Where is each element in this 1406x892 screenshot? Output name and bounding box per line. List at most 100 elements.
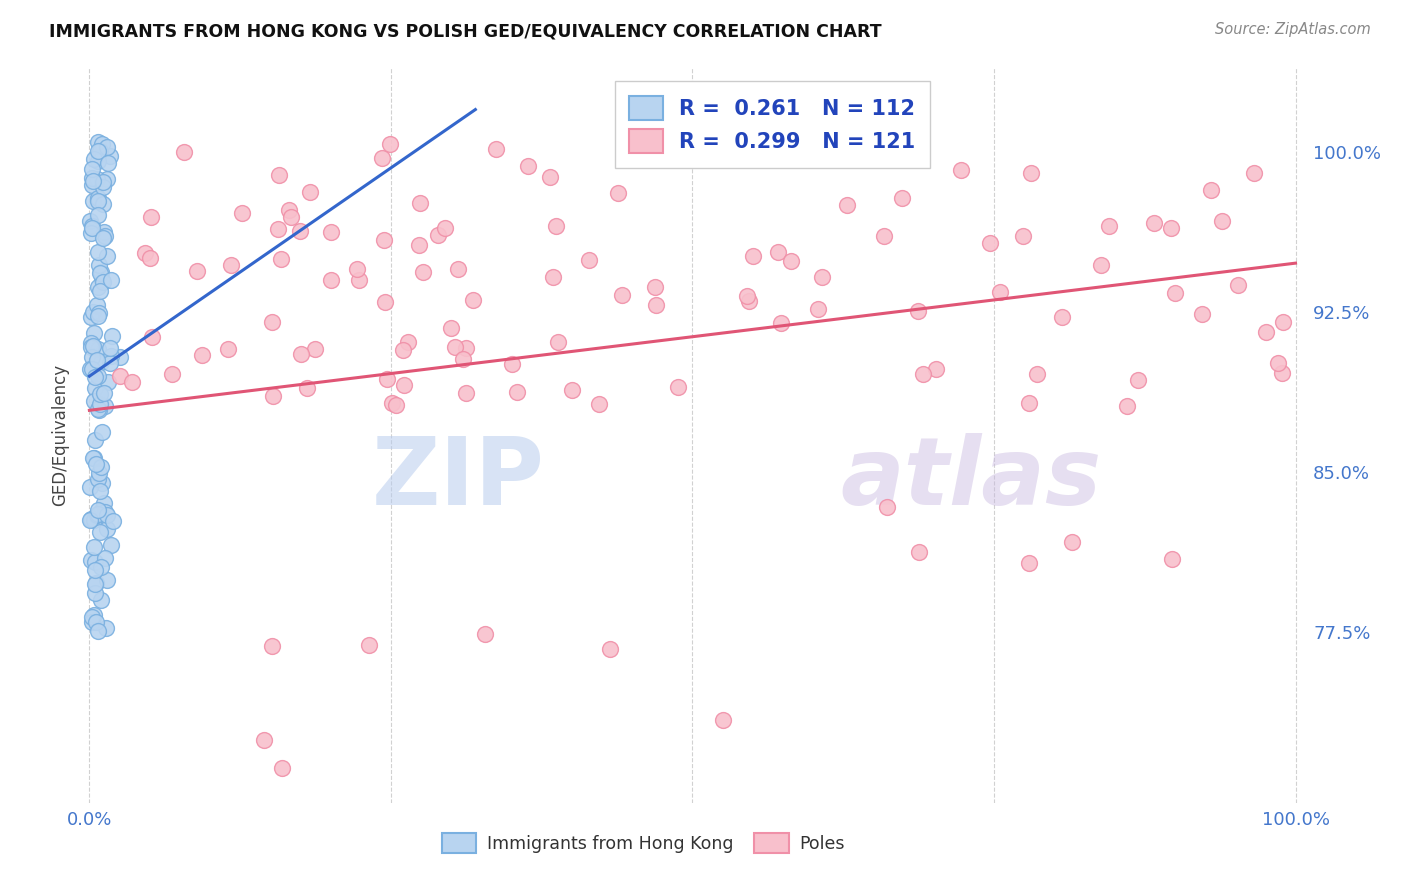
- Point: [1018, 556, 1040, 570]
- Point: [94, 505, 117, 519]
- Point: [93, 496, 115, 510]
- Point: [97, 376, 120, 390]
- Point: [90, 593, 112, 607]
- Point: [87, 280, 110, 294]
- Point: [1271, 367, 1294, 381]
- Point: [440, 321, 463, 335]
- Point: [83, 513, 105, 527]
- Point: [160, 368, 183, 382]
- Point: [766, 245, 789, 260]
- Point: [87, 507, 110, 521]
- Text: atlas: atlas: [841, 433, 1101, 525]
- Point: [385, 398, 408, 412]
- Point: [271, 761, 294, 775]
- Point: [134, 245, 156, 260]
- Point: [1116, 400, 1139, 414]
- Point: [711, 713, 734, 727]
- Point: [90, 355, 112, 369]
- Point: [80, 219, 103, 233]
- Point: [288, 224, 311, 238]
- Point: [84, 615, 107, 629]
- Point: [94, 550, 117, 565]
- Point: [1060, 535, 1083, 549]
- Point: [89, 402, 111, 417]
- Point: [186, 264, 208, 278]
- Point: [546, 219, 568, 234]
- Point: [82, 610, 104, 624]
- Point: [1018, 395, 1040, 409]
- Point: [82, 174, 104, 188]
- Point: [84, 555, 107, 569]
- Point: [79, 513, 101, 527]
- Point: [90, 560, 112, 574]
- Point: [599, 642, 621, 657]
- Point: [837, 142, 859, 156]
- Point: [86, 298, 108, 312]
- Point: [644, 280, 666, 294]
- Point: [82, 339, 104, 353]
- Point: [80, 170, 103, 185]
- Point: [990, 285, 1012, 299]
- Point: [835, 197, 858, 211]
- Point: [87, 245, 110, 260]
- Point: [1191, 307, 1213, 321]
- Point: [267, 168, 290, 182]
- Point: [94, 399, 117, 413]
- Point: [735, 289, 758, 303]
- Point: [370, 151, 392, 165]
- Point: [100, 349, 122, 363]
- Point: [270, 252, 292, 266]
- Point: [86, 352, 108, 367]
- Point: [1050, 310, 1073, 324]
- Point: [83, 381, 105, 395]
- Point: [86, 508, 108, 522]
- Point: [87, 258, 110, 272]
- Point: [319, 225, 342, 239]
- Point: [253, 733, 276, 747]
- Point: [260, 314, 283, 328]
- Point: [1211, 214, 1233, 228]
- Point: [543, 270, 565, 285]
- Point: [93, 225, 115, 239]
- Point: [90, 504, 112, 518]
- Point: [780, 254, 803, 268]
- Point: [298, 186, 321, 200]
- Point: [1267, 356, 1289, 370]
- Point: [461, 293, 484, 307]
- Point: [96, 522, 118, 536]
- Point: [87, 503, 110, 517]
- Point: [82, 194, 104, 208]
- Point: [373, 233, 395, 247]
- Point: [101, 514, 124, 528]
- Point: [98, 341, 121, 355]
- Point: [374, 295, 396, 310]
- Point: [80, 512, 103, 526]
- Point: [267, 221, 290, 235]
- Point: [979, 235, 1001, 250]
- Point: [887, 144, 910, 158]
- Point: [911, 368, 934, 382]
- Point: [89, 306, 111, 320]
- Point: [607, 186, 630, 200]
- Point: [86, 472, 108, 486]
- Point: [277, 203, 299, 218]
- Point: [89, 524, 111, 539]
- Point: [444, 340, 467, 354]
- Point: [80, 310, 103, 324]
- Point: [139, 210, 162, 224]
- Point: [280, 211, 302, 225]
- Point: [669, 146, 692, 161]
- Point: [319, 272, 342, 286]
- Point: [262, 389, 284, 403]
- Point: [1126, 373, 1149, 387]
- Point: [97, 155, 120, 169]
- Point: [666, 380, 689, 394]
- Point: [295, 381, 318, 395]
- Point: [1243, 166, 1265, 180]
- Point: [84, 576, 107, 591]
- Point: [91, 475, 114, 490]
- Point: [290, 347, 312, 361]
- Point: [346, 262, 368, 277]
- Point: [811, 269, 834, 284]
- Point: [91, 272, 114, 286]
